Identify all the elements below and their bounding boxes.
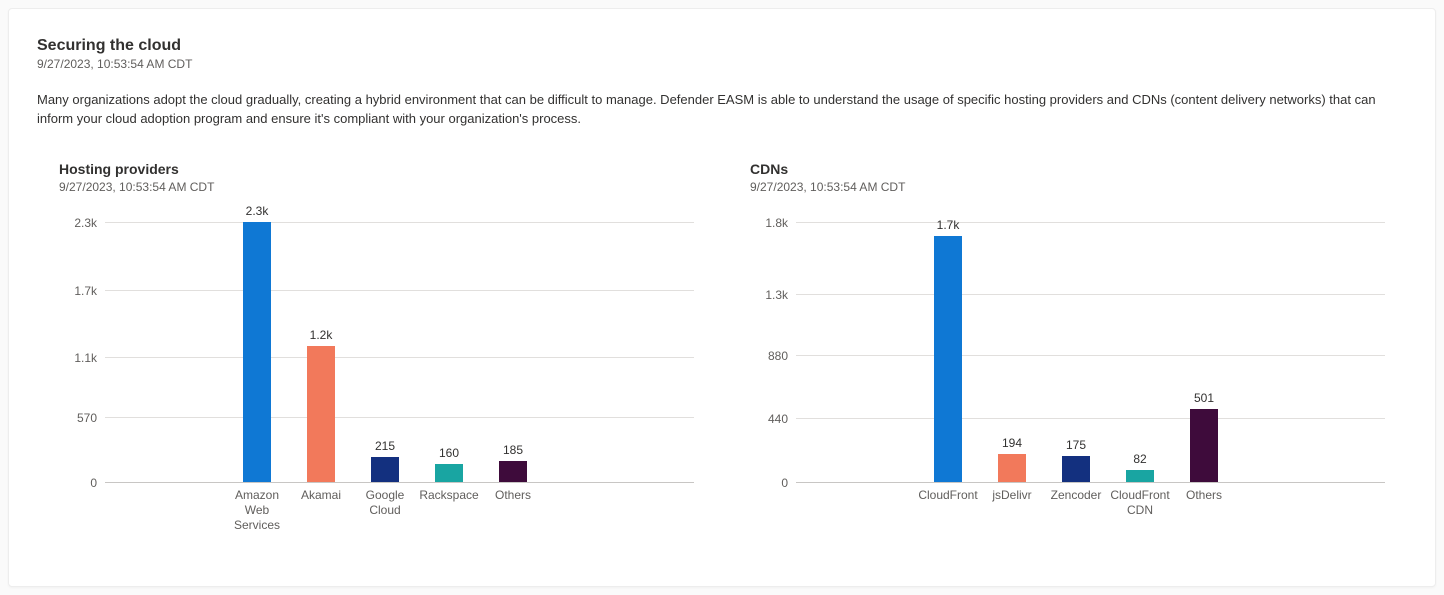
chart: 05701.1k1.7k2.3k2.3k1.2k215160185Amazon … xyxy=(59,222,694,562)
bar-column: 1.2k xyxy=(289,222,353,482)
y-axis-label: 2.3k xyxy=(74,216,97,230)
x-axis-label: CloudFrontCDN xyxy=(1108,488,1172,518)
bar-value-label: 2.3k xyxy=(246,204,269,218)
bar-column: 501 xyxy=(1172,222,1236,482)
x-axis-label: Akamai xyxy=(289,488,353,533)
gridline: 0 xyxy=(105,482,694,483)
panel-title: Hosting providers xyxy=(59,161,694,177)
x-axis-label: Amazon WebServices xyxy=(225,488,289,533)
x-axis-label: Rackspace xyxy=(417,488,481,533)
bar[interactable] xyxy=(435,464,463,482)
x-axis-label: GoogleCloud xyxy=(353,488,417,533)
bar-column: 175 xyxy=(1044,222,1108,482)
y-axis-label: 1.7k xyxy=(74,284,97,298)
bar-column: 194 xyxy=(980,222,1044,482)
x-axis-label: Zencoder xyxy=(1044,488,1108,518)
charts-row: Hosting providers 9/27/2023, 10:53:54 AM … xyxy=(37,161,1407,562)
bar-column: 82 xyxy=(1108,222,1172,482)
bar-column: 2.3k xyxy=(225,222,289,482)
bar-value-label: 1.2k xyxy=(310,328,333,342)
y-axis-label: 1.8k xyxy=(765,216,788,230)
y-axis-label: 1.1k xyxy=(74,351,97,365)
bar[interactable] xyxy=(499,461,527,482)
bar-column: 1.7k xyxy=(916,222,980,482)
bar-column: 160 xyxy=(417,222,481,482)
y-axis-label: 880 xyxy=(768,349,788,363)
bar[interactable] xyxy=(1062,456,1090,481)
y-axis-label: 570 xyxy=(77,411,97,425)
card-description: Many organizations adopt the cloud gradu… xyxy=(37,91,1407,129)
bar-value-label: 1.7k xyxy=(937,218,960,232)
panel-timestamp: 9/27/2023, 10:53:54 AM CDT xyxy=(59,180,694,194)
card-timestamp: 9/27/2023, 10:53:54 AM CDT xyxy=(37,57,1407,71)
panel-title: CDNs xyxy=(750,161,1385,177)
bar-value-label: 194 xyxy=(1002,436,1022,450)
bar[interactable] xyxy=(307,346,335,482)
panel-cdns: CDNs 9/27/2023, 10:53:54 AM CDT 0 440 880 1.3… xyxy=(750,161,1385,562)
bar[interactable] xyxy=(998,454,1026,482)
x-axis-label: CloudFront xyxy=(916,488,980,518)
bar[interactable] xyxy=(243,222,271,482)
panel-timestamp: 9/27/2023, 10:53:54 AM CDT xyxy=(750,180,1385,194)
bar[interactable] xyxy=(934,236,962,482)
bar-value-label: 215 xyxy=(375,439,395,453)
x-axis-label: Others xyxy=(1172,488,1236,518)
y-axis-label: 0 xyxy=(781,476,788,490)
chart: 04408801.3k1.8k1.7k19417582501CloudFront… xyxy=(750,222,1385,562)
bar-value-label: 82 xyxy=(1133,452,1146,466)
bar-column: 215 xyxy=(353,222,417,482)
gridline: 0 xyxy=(796,482,1385,483)
y-axis-label: 1.3k xyxy=(765,288,788,302)
panel-hosting: Hosting providers 9/27/2023, 10:53:54 AM … xyxy=(59,161,694,562)
card-title: Securing the cloud xyxy=(37,37,1407,55)
bar-value-label: 501 xyxy=(1194,391,1214,405)
bar[interactable] xyxy=(1190,409,1218,481)
bar-value-label: 175 xyxy=(1066,438,1086,452)
bar-value-label: 160 xyxy=(439,446,459,460)
bar-column: 185 xyxy=(481,222,545,482)
x-axis-label: jsDelivr xyxy=(980,488,1044,518)
securing-cloud-card: Securing the cloud 9/27/2023, 10:53:54 A… xyxy=(8,8,1436,587)
bar-value-label: 185 xyxy=(503,443,523,457)
y-axis-label: 440 xyxy=(768,412,788,426)
x-axis-label: Others xyxy=(481,488,545,533)
bar[interactable] xyxy=(1126,470,1154,482)
y-axis-label: 0 xyxy=(90,476,97,490)
bar[interactable] xyxy=(371,457,399,481)
